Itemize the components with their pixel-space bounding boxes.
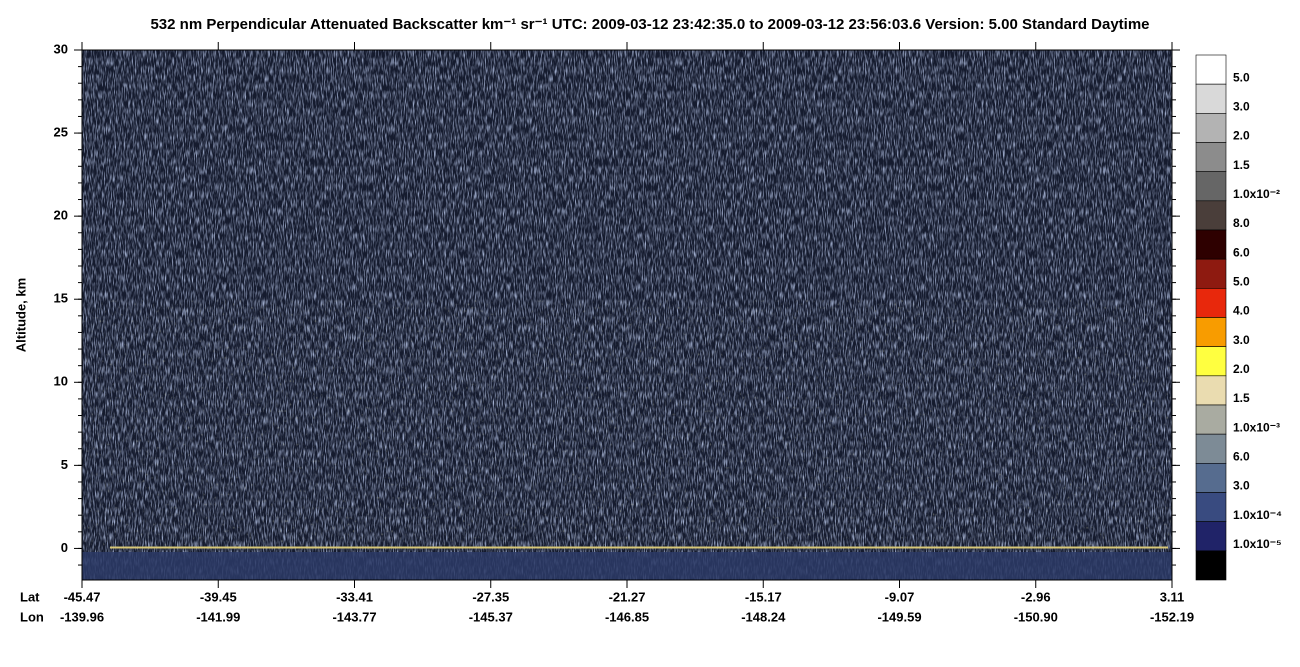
colorbar-label: 1.0x10⁻³ [1233,420,1280,434]
x-tick-label: -27.35 [472,589,509,604]
colorbar-box [1195,433,1227,464]
colorbar-label: 6.0 [1233,450,1250,464]
colorbar-label: 5.0 [1233,275,1250,289]
colorbar-box [1195,54,1227,85]
y-tick-label: 5 [61,457,68,472]
x-tick-label: -150.90 [1014,609,1058,624]
x-tick-label: -139.96 [60,609,104,624]
x-tick-label: -152.19 [1150,609,1194,624]
y-tick-label: 30 [54,41,68,56]
colorbar-label: 2.0 [1233,129,1250,143]
colorbar-box [1195,317,1227,347]
y-tick-label: 25 [54,125,68,140]
colorbar-box [1195,142,1227,172]
colorbar-box [1195,200,1227,231]
y-axis-label: Altitude, km [13,278,28,352]
subsurface-band [82,552,1172,580]
colorbar-label: 1.5 [1233,158,1250,172]
chart-title: 532 nm Perpendicular Attenuated Backscat… [150,16,1149,33]
colorbar-label: 4.0 [1233,304,1250,318]
x-tick-label: -33.41 [336,589,373,604]
x-tick-label: -145.37 [469,609,513,624]
x-tick-label: -143.77 [332,609,376,624]
x-tick-label: -21.27 [609,589,646,604]
x-tick-label: 3.11 [1160,589,1185,604]
colorbar-box [1195,463,1227,493]
x-tick-label: -45.47 [64,589,101,604]
colorbar-label: 6.0 [1233,245,1250,259]
colorbar-label: 8.0 [1233,216,1250,230]
x-tick-label: -2.96 [1021,589,1051,604]
plot-area [81,49,1173,581]
colorbar-label: 1.5 [1233,391,1250,405]
colorbar-box [1195,375,1227,406]
x-row-label: Lat [20,589,40,604]
colorbar-box [1195,229,1227,260]
colorbar-box [1195,346,1227,377]
x-tick-label: -146.85 [605,609,649,624]
colorbar-label: 1.0x10⁻² [1233,187,1280,201]
y-tick-label: 0 [61,540,68,555]
colorbar-box [1195,171,1227,202]
colorbar-label: 1.0x10⁻⁴ [1233,508,1282,522]
colorbar-box [1195,404,1227,435]
colorbar-box [1195,288,1227,318]
colorbar-box [1195,113,1227,143]
x-tick-label: -39.45 [200,589,237,604]
y-tick-label: 15 [54,291,68,306]
colorbar-label: 1.0x10⁻⁵ [1233,537,1282,551]
colorbar-box [1195,550,1227,581]
x-row-label: Lon [20,609,44,624]
x-tick-label: -141.99 [196,609,240,624]
x-tick-label: -9.07 [885,589,915,604]
colorbar-box [1195,258,1227,289]
x-tick-label: -148.24 [741,609,786,624]
colorbar-label: 2.0 [1233,362,1250,376]
colorbar-box [1195,521,1227,552]
colorbar-label: 5.0 [1233,70,1250,84]
colorbar-box [1195,492,1227,522]
y-tick-label: 20 [54,208,68,223]
colorbar-label: 3.0 [1233,333,1250,347]
colorbar-label: 3.0 [1233,100,1250,114]
colorbar-label: 3.0 [1233,479,1250,493]
x-tick-label: -15.17 [745,589,782,604]
colorbar-box [1195,83,1227,114]
x-tick-label: -149.59 [877,609,921,624]
signal-texture [82,300,1172,550]
y-tick-label: 10 [54,374,68,389]
